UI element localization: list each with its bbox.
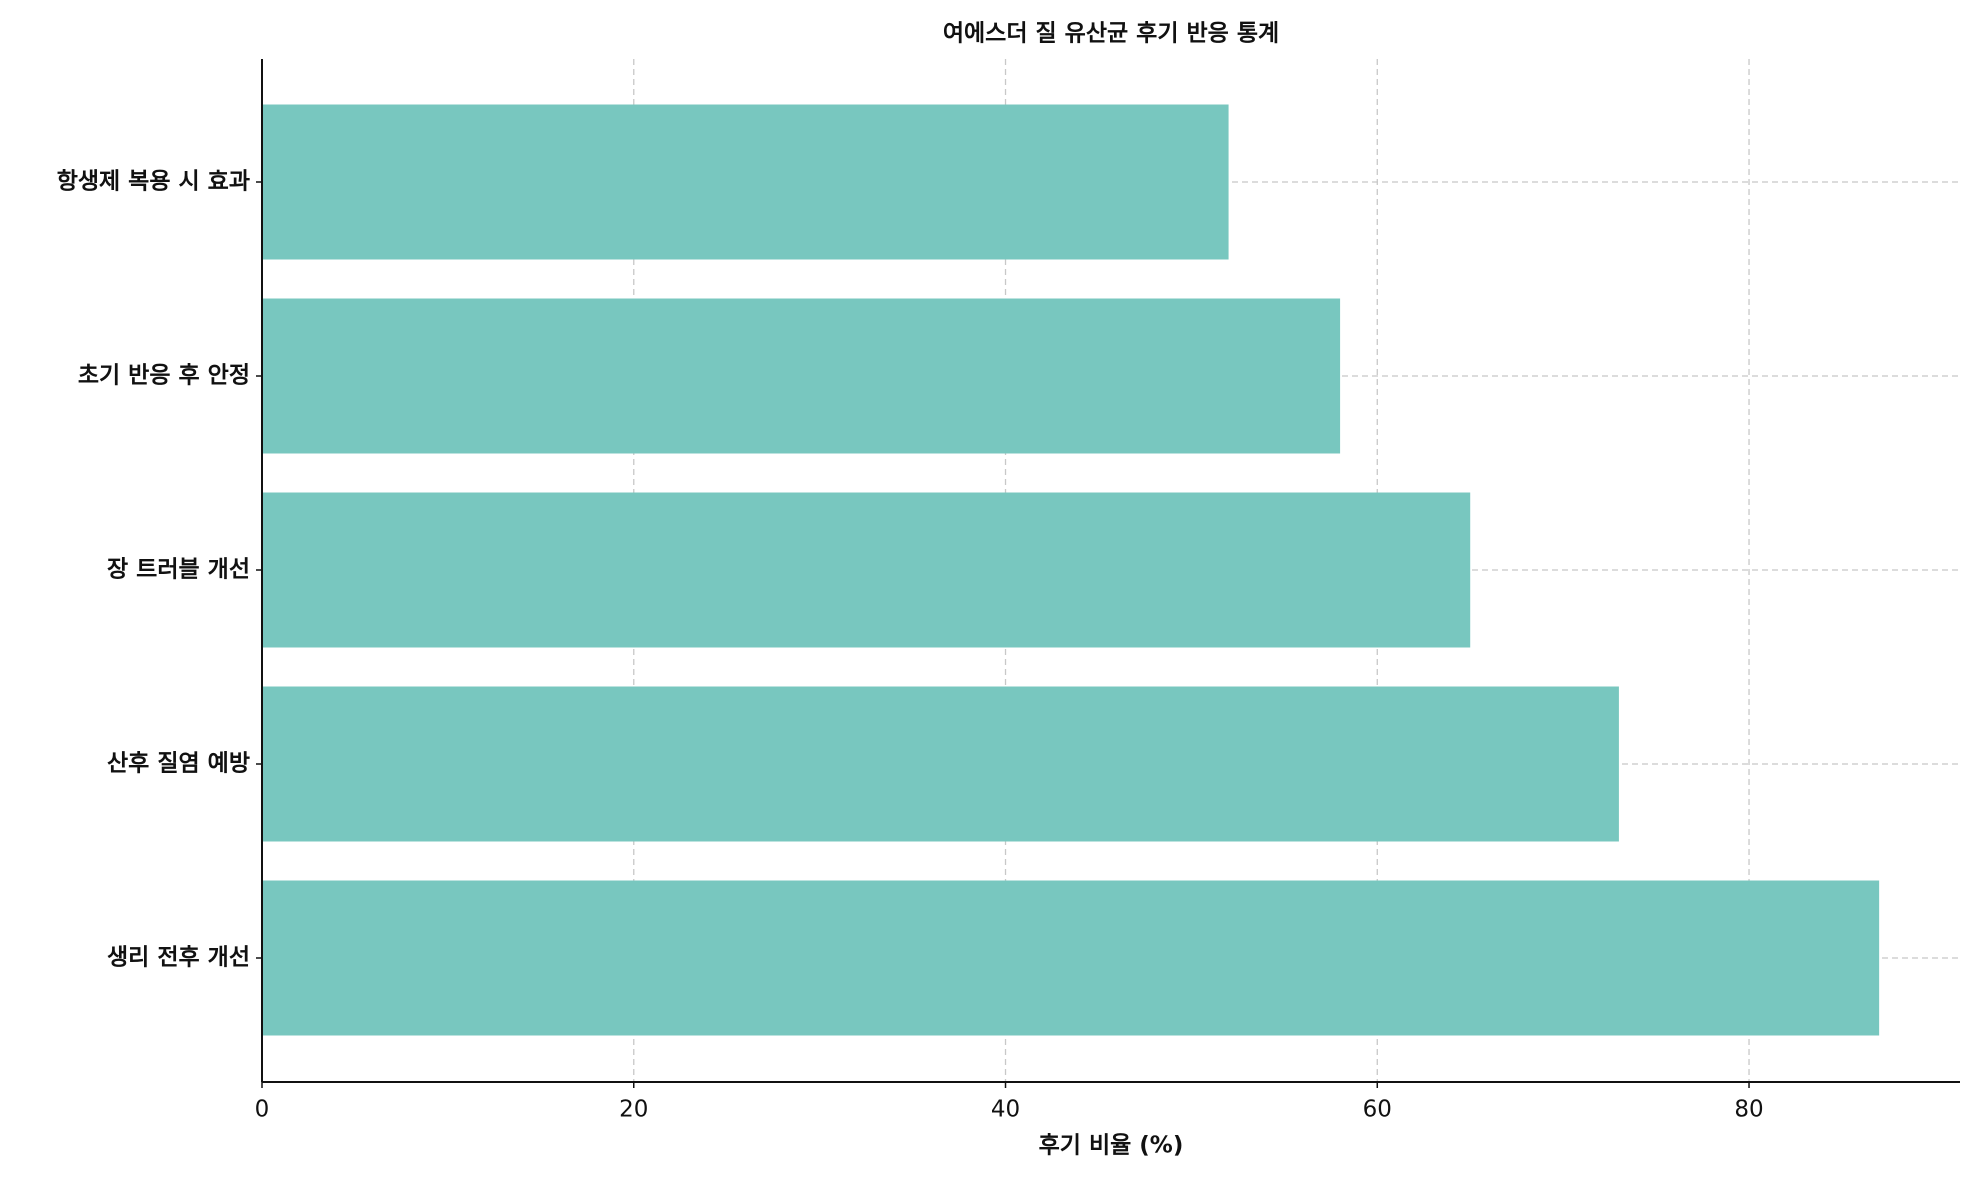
x-tick-label: 80 <box>1734 1097 1763 1123</box>
y-tick-label: 장 트러블 개선 <box>107 557 250 583</box>
chart-title: 여에스더 질 유산균 후기 반응 통계 <box>943 21 1279 47</box>
y-tick-label: 항생제 복용 시 효과 <box>57 169 250 195</box>
bar <box>262 298 1341 454</box>
x-tick-label: 20 <box>619 1097 648 1123</box>
plot-area <box>262 104 1880 1036</box>
bar <box>262 492 1471 648</box>
y-tick-label: 산후 질염 예방 <box>107 751 250 777</box>
x-tick-label: 40 <box>991 1097 1020 1123</box>
y-tick-label: 생리 전후 개선 <box>107 945 250 971</box>
bar <box>262 104 1229 260</box>
x-axis-label: 후기 비율 (%) <box>1039 1133 1184 1159</box>
bar <box>262 880 1880 1036</box>
y-tick-label: 초기 반응 후 안정 <box>78 363 250 389</box>
x-tick-label: 0 <box>255 1097 270 1123</box>
x-tick-label: 60 <box>1363 1097 1392 1123</box>
bar <box>262 686 1619 842</box>
